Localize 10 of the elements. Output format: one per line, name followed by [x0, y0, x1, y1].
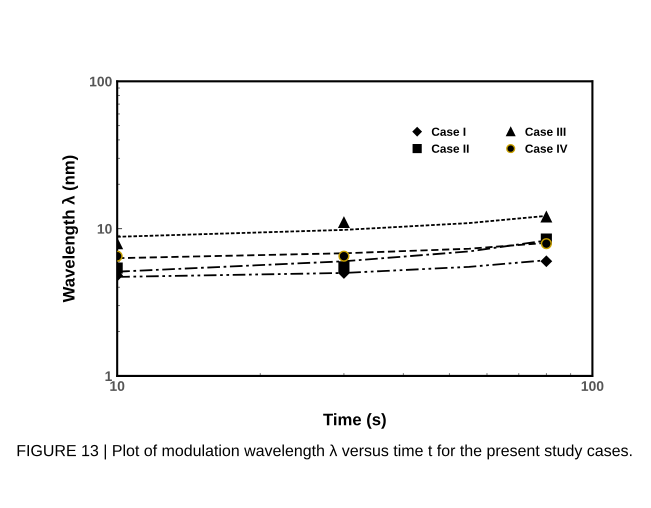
y-tick-label: 10 — [98, 224, 112, 234]
y-tick-label: 1 — [105, 371, 112, 381]
y-tick-label: 100 — [90, 76, 112, 86]
legend-label: Case I — [432, 128, 466, 136]
y-axis-title: Wavelength λ (nm) — [62, 156, 78, 302]
x-axis-title: Time (s) — [323, 413, 386, 429]
legend-label: Case II — [432, 144, 469, 153]
caption: FIGURE 13 | Plot of modulation wavelength λ versus time t for the present study cases. — [18, 444, 632, 460]
legend-label: Case III — [525, 128, 566, 136]
legend-label: Case IV — [525, 144, 568, 153]
